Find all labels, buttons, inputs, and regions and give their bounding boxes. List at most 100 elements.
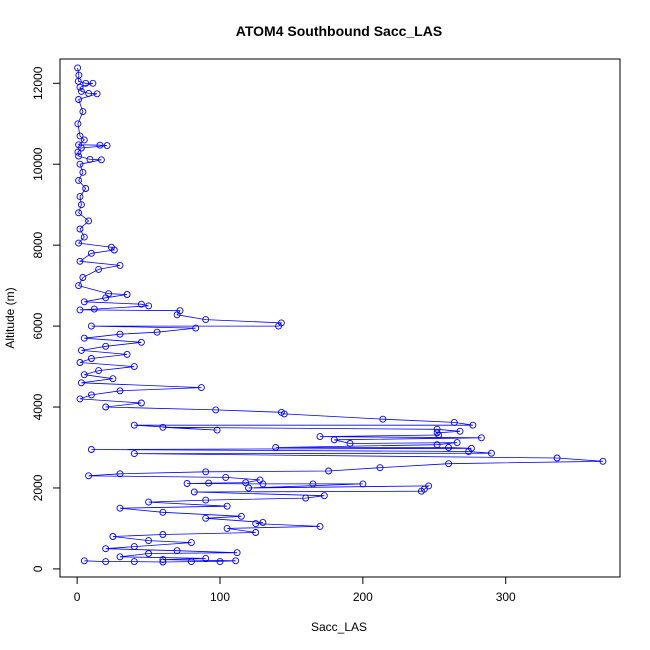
data-point — [453, 439, 461, 447]
data-point — [96, 141, 104, 149]
data-point — [259, 518, 267, 526]
data-point — [159, 556, 167, 564]
data-point — [76, 225, 84, 233]
data-point — [76, 83, 84, 91]
data-point — [433, 441, 441, 449]
data-point — [77, 201, 85, 209]
data-point — [123, 350, 131, 358]
data-point — [102, 403, 110, 411]
data-point — [202, 554, 210, 562]
data-point — [75, 176, 83, 184]
data-point — [330, 436, 338, 444]
data-point — [187, 539, 195, 547]
y-axis-label: Altitude (m) — [3, 287, 17, 348]
data-point — [325, 467, 333, 475]
data-point — [145, 302, 153, 310]
x-tick-label: 200 — [353, 590, 373, 604]
data-point — [456, 427, 464, 435]
data-point — [145, 537, 153, 545]
data-point — [75, 152, 83, 160]
x-tick-label: 300 — [496, 590, 516, 604]
data-point — [192, 324, 200, 332]
x-axis: 0 100 200 300 — [74, 576, 516, 604]
data-point — [87, 446, 95, 453]
y-tick-label: 0 — [31, 565, 45, 572]
data-point — [425, 482, 433, 490]
data-point — [302, 494, 310, 502]
data-point — [82, 79, 90, 87]
data-point — [86, 155, 94, 163]
data-point — [222, 473, 230, 481]
x-tick-label: 0 — [74, 590, 81, 604]
data-point — [130, 450, 138, 458]
data-point — [74, 148, 82, 156]
data-point — [75, 282, 83, 290]
data-point — [232, 557, 240, 565]
data-point — [130, 543, 138, 551]
data-point — [76, 132, 84, 140]
data-point — [487, 449, 495, 457]
y-axis: 0 2000 4000 6000 8000 10000 12000 — [31, 66, 61, 572]
data-point — [445, 460, 453, 468]
data-point — [102, 342, 110, 350]
data-point — [553, 454, 561, 462]
data-point — [450, 418, 458, 426]
data-point — [237, 512, 245, 520]
data-point — [80, 233, 88, 241]
data-point — [145, 550, 153, 557]
data-point — [85, 217, 93, 225]
data-point — [183, 480, 191, 487]
data-point — [87, 249, 95, 257]
data-point — [130, 421, 138, 429]
data-point — [159, 508, 167, 516]
data-point — [417, 487, 425, 495]
data-point — [75, 209, 83, 217]
data-point — [202, 468, 210, 476]
series-line — [77, 67, 603, 563]
data-point — [95, 367, 103, 375]
data-point — [116, 504, 124, 512]
data-point — [80, 136, 88, 144]
series-layer — [74, 64, 607, 566]
x-tick-label: 100 — [210, 590, 230, 604]
data-point — [89, 79, 97, 87]
data-point — [76, 160, 84, 168]
chart-title: ATOM4 Southbound Sacc_LAS — [236, 23, 442, 39]
data-point — [242, 479, 250, 487]
data-point — [445, 444, 453, 451]
data-point — [80, 557, 88, 565]
data-point — [97, 156, 105, 164]
data-point — [197, 384, 205, 392]
data-point — [77, 346, 85, 354]
data-point — [379, 415, 387, 423]
data-point — [93, 90, 101, 98]
data-point — [87, 322, 95, 330]
data-point — [76, 193, 84, 201]
data-point — [469, 421, 477, 429]
data-point — [316, 433, 324, 441]
data-point — [205, 479, 213, 487]
data-point — [153, 328, 161, 336]
data-point — [202, 496, 210, 504]
data-point — [76, 395, 84, 403]
data-point — [90, 305, 98, 313]
data-point — [102, 545, 110, 553]
data-point — [77, 379, 85, 387]
data-point — [376, 464, 384, 472]
data-point — [116, 261, 124, 269]
data-point — [346, 440, 354, 447]
data-point — [202, 316, 210, 324]
data-point — [76, 306, 84, 314]
data-point — [79, 274, 87, 281]
data-point — [252, 520, 260, 528]
data-point — [74, 120, 82, 128]
data-point — [213, 426, 221, 434]
data-point — [79, 108, 87, 116]
data-point — [159, 558, 167, 566]
data-point — [212, 406, 220, 414]
data-point — [82, 185, 90, 192]
data-point — [309, 480, 317, 488]
data-point — [173, 311, 181, 319]
data-point — [74, 64, 82, 72]
data-point — [102, 558, 110, 566]
